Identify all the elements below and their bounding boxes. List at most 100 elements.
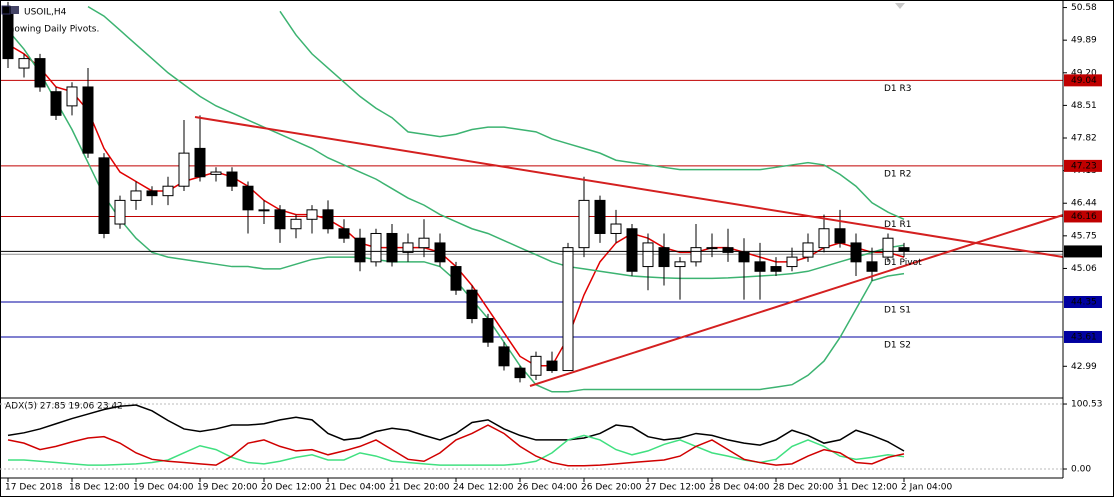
candle-body (338, 228, 350, 239)
y-tick-label: 45.06 (1071, 264, 1097, 274)
indicator-line (87, 5, 905, 280)
candle-body (722, 247, 734, 253)
x-tick-label: 18 Dec 12:00 (69, 483, 130, 493)
candle-body (194, 147, 206, 178)
indicator-title: ADX(5) 27.85 19.06 23.42 (5, 402, 123, 412)
candle-body (274, 209, 286, 230)
y-tick-label: 46.44 (1071, 199, 1097, 209)
price-tag-label: 44.35 (1071, 298, 1097, 308)
candle-body (18, 58, 30, 69)
x-tick-label: 24 Dec 12:00 (453, 483, 514, 493)
price-tag-label: 45.42 (1071, 247, 1097, 257)
shift-marker (895, 3, 905, 9)
y-tick-label: 47.82 (1071, 134, 1097, 144)
candle-body (450, 266, 462, 291)
candle-body (290, 218, 302, 230)
candle-body (66, 86, 78, 107)
price-tag-label: 46.16 (1071, 212, 1097, 222)
x-tick-label: 26 Dec 04:00 (517, 483, 578, 493)
price-tag-label: 47.23 (1071, 161, 1097, 171)
icon (11, 6, 19, 14)
chart-subtitle: Showing Daily Pivots. (3, 25, 99, 35)
trendline (529, 214, 1064, 387)
x-tick-label: 28 Dec 20:00 (773, 483, 834, 493)
candle-body (642, 242, 654, 268)
trendline (194, 116, 1064, 258)
x-tick-label: 2 Jan 04:00 (901, 483, 953, 493)
candle-body (674, 261, 686, 268)
candle-body (610, 223, 622, 234)
price-pane (0, 1, 1063, 393)
pivot-label: D1 Pivot (884, 258, 922, 268)
price-tag-label: 49.04 (1071, 76, 1097, 86)
candle-body (178, 152, 190, 187)
candle-body (322, 209, 334, 230)
candle-body (738, 251, 750, 263)
y-tick-label: 49.20 (1071, 68, 1097, 78)
candle-body (434, 242, 446, 263)
candle-body (770, 266, 782, 272)
price-tag (1064, 330, 1102, 343)
price-tag (1064, 210, 1102, 223)
price-tag (1064, 245, 1102, 258)
candle-body (866, 261, 878, 272)
pivot-label: D1 S2 (884, 340, 911, 350)
pivot-label: D1 R2 (884, 169, 912, 179)
x-tick-label: 21 Dec 20:00 (389, 483, 450, 493)
candle-body (882, 237, 894, 258)
candle-body (514, 367, 526, 379)
indicator-line (7, 424, 905, 467)
x-tick-label: 20 Dec 12:00 (261, 483, 322, 493)
candle-body (354, 237, 366, 263)
candle-body (818, 228, 830, 249)
candle-body (562, 247, 574, 372)
x-tick-label: 31 Dec 12:00 (837, 483, 898, 493)
candle-body (594, 199, 606, 234)
candle-body (418, 237, 430, 249)
candle-body (402, 242, 414, 253)
candle-body (530, 355, 542, 376)
icon (1, 5, 11, 15)
y-tick-label: 45.75 (1071, 231, 1097, 241)
candle-body (82, 86, 94, 154)
x-tick-label: 27 Dec 12:00 (645, 483, 706, 493)
pivot-label: D1 S1 (884, 306, 911, 316)
pivot-label: D1 R1 (884, 220, 912, 230)
candle-body (898, 247, 910, 252)
candle-body (146, 190, 158, 197)
chart-title: USOIL,H4 (24, 8, 67, 18)
candle-body (98, 157, 110, 234)
candle-body (578, 199, 590, 249)
x-tick-label: 28 Dec 04:00 (709, 483, 770, 493)
pivot-label: D1 R3 (884, 84, 912, 94)
candle-body (306, 209, 318, 220)
price-tag (1064, 296, 1102, 309)
x-tick-label: 19 Dec 20:00 (197, 483, 258, 493)
price-tag (1064, 159, 1102, 172)
candle-body (546, 360, 558, 372)
price-tag (1064, 74, 1102, 87)
y-tick-label: 48.51 (1071, 101, 1097, 111)
candle-body (658, 247, 670, 268)
candle-body (370, 232, 382, 263)
indicator-line (7, 404, 905, 452)
candle-body (258, 209, 270, 212)
y-tick-label: 42.99 (1071, 362, 1097, 372)
x-tick-label: 17 Dec 2018 (5, 483, 63, 493)
candle-body (226, 171, 238, 187)
x-tick-label: 26 Dec 20:00 (581, 483, 642, 493)
candle-body (162, 185, 174, 197)
candle-body (498, 346, 510, 367)
indicator-line (279, 10, 905, 220)
candle-body (114, 199, 126, 225)
candle-body (130, 190, 142, 201)
candle-body (786, 256, 798, 268)
candle-body (802, 242, 814, 258)
candle-body (834, 228, 846, 244)
candle-body (850, 242, 862, 263)
y-tick-label: 50.58 (1071, 3, 1097, 13)
y-tick-label: 49.89 (1071, 36, 1097, 46)
candle-body (482, 318, 494, 343)
candle-body (754, 261, 766, 272)
